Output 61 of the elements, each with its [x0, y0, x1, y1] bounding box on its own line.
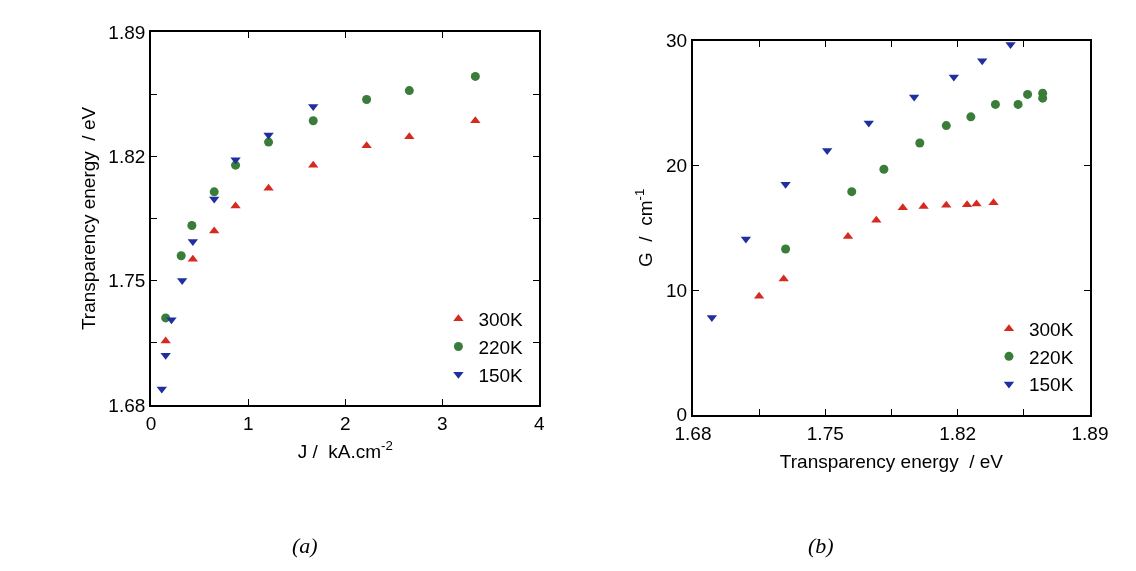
point [209, 187, 219, 197]
point [990, 99, 1000, 109]
text: (a) [292, 533, 318, 558]
legend-label: 220K [478, 336, 524, 358]
point [781, 244, 791, 254]
x-tick-label: 2 [339, 412, 351, 434]
point [897, 203, 908, 211]
point [879, 164, 889, 174]
point [1023, 89, 1033, 99]
point [988, 198, 999, 206]
legend-label: 300K [478, 309, 524, 331]
point [915, 138, 925, 148]
point [209, 196, 220, 204]
y-tick-label: 20 [666, 155, 688, 177]
legend-label: 150K [478, 364, 524, 386]
y-tick-label: 1.75 [108, 270, 146, 292]
point [264, 137, 274, 147]
point [1013, 99, 1023, 109]
point [470, 116, 481, 124]
point [966, 112, 976, 122]
legend-label: 150K [1028, 374, 1074, 396]
text: (b) [808, 533, 834, 558]
y-tick-label: 1.68 [108, 394, 146, 416]
y-axis-title: Transparency energy / eV [77, 106, 99, 331]
point [263, 132, 274, 140]
point [308, 104, 319, 112]
y-tick-label: 10 [666, 279, 688, 301]
point [263, 183, 274, 191]
y-tick-label: 30 [666, 30, 688, 52]
point [160, 336, 171, 344]
point [1005, 42, 1016, 50]
x-tick-label: 3 [437, 412, 448, 434]
point [863, 120, 874, 128]
point [308, 116, 318, 126]
legend-label: 300K [1028, 319, 1074, 341]
y-tick-label: 1.82 [108, 145, 146, 167]
point [230, 201, 241, 209]
point [404, 132, 415, 140]
legend-label: 220K [1028, 346, 1074, 368]
point [941, 121, 951, 131]
point [871, 215, 882, 223]
x-tick-label: 4 [534, 412, 546, 434]
point [166, 317, 177, 325]
point [780, 181, 791, 189]
x-tick-label: 1.82 [939, 422, 977, 444]
point [470, 71, 480, 81]
point [176, 251, 186, 261]
point [847, 187, 857, 197]
point [209, 226, 220, 234]
x-tick-label: 1 [242, 412, 254, 434]
x-tick-label: 1.75 [806, 422, 844, 444]
point [941, 200, 952, 208]
point [362, 94, 372, 104]
y-tick-label: 1.89 [108, 21, 146, 43]
point [404, 86, 414, 96]
x-axis-title: J / kA.cm$^{-2}$ [297, 438, 393, 462]
point [778, 274, 789, 282]
point [160, 352, 171, 360]
point [187, 221, 197, 231]
x-axis-title: Transparency energy / eV [779, 450, 1004, 472]
x-tick-label: 1.89 [1071, 422, 1109, 444]
